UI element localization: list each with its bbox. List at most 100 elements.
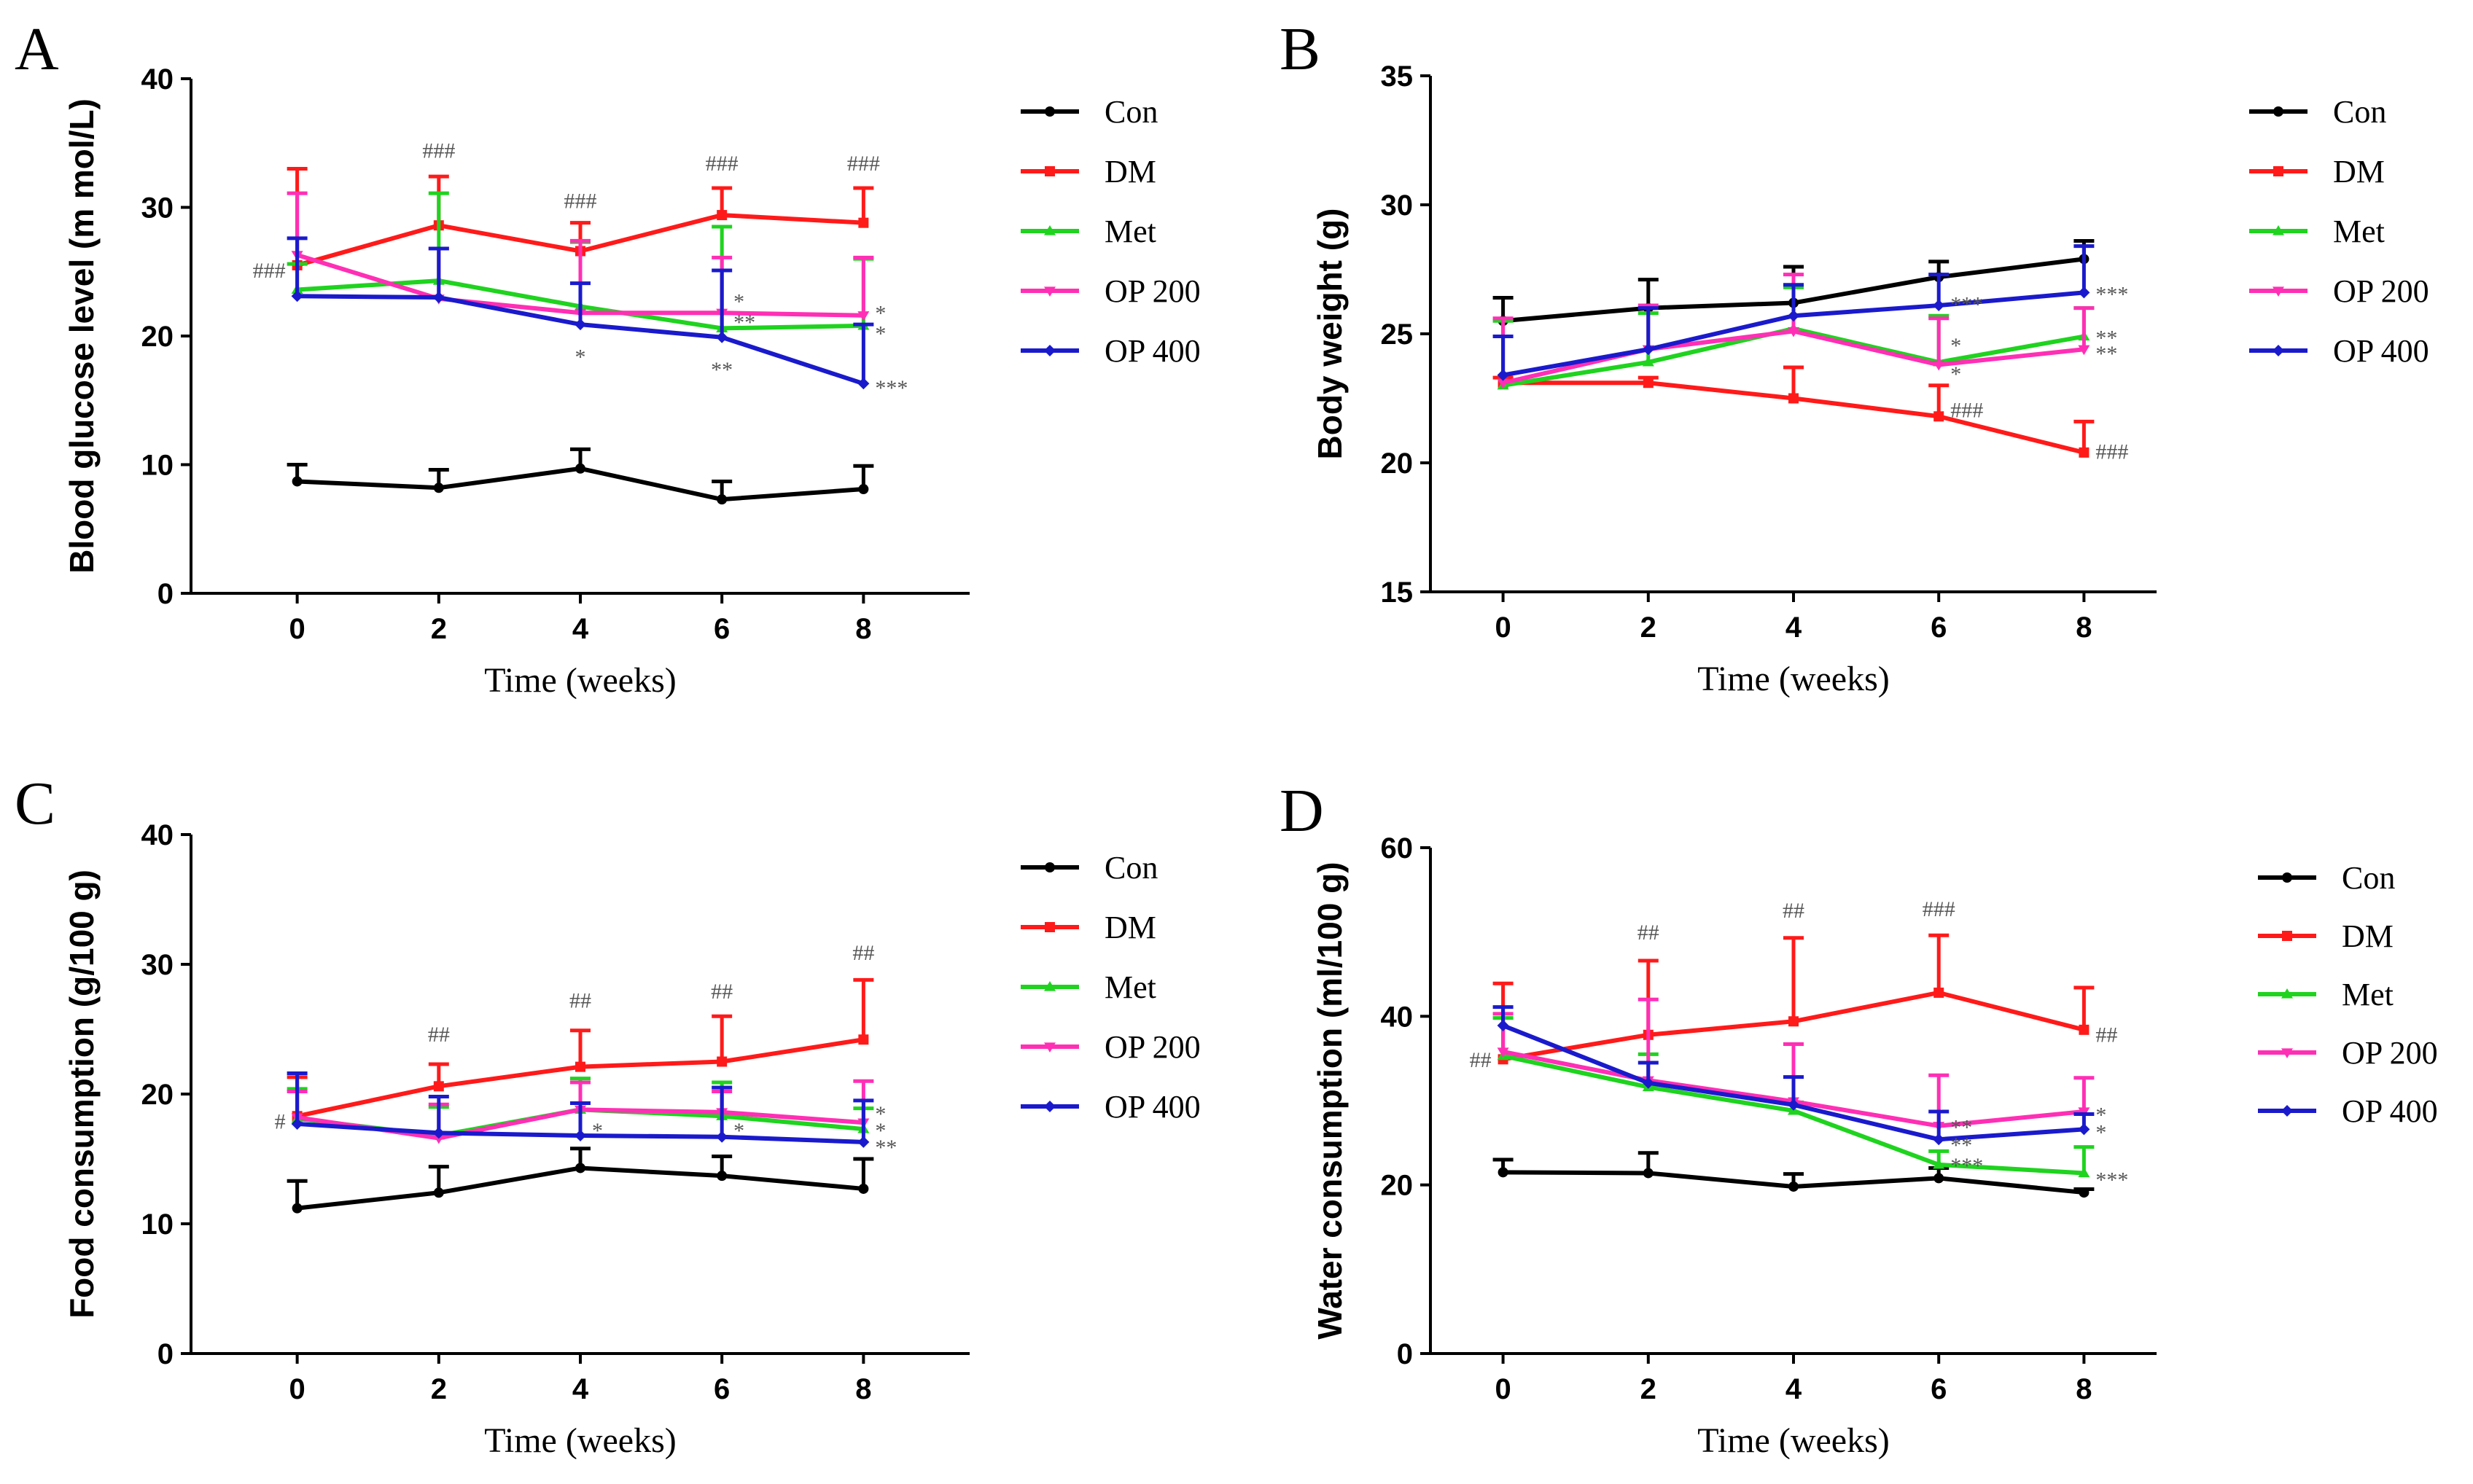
data-point [291,1117,303,1130]
x-tick-label: 0 [289,1373,305,1405]
legend-label: Con [2342,860,2395,896]
data-point [1933,360,1945,371]
data-point [1642,1077,1654,1089]
significance-annotation: ## [852,941,874,965]
panel-letter: C [15,770,55,837]
data-point [716,1130,728,1143]
significance-annotation: * [733,290,744,314]
data-point [432,292,445,304]
significance-annotation: * [575,345,586,369]
data-point [1933,1158,1945,1169]
legend-label: DM [1105,910,1156,945]
y-tick-label: 20 [141,1079,174,1111]
x-tick-label: 4 [572,613,589,645]
significance-annotation: * [875,1102,886,1126]
x-tick-label: 4 [1785,1373,1802,1405]
y-tick-label: 40 [141,819,174,851]
data-point [2079,1024,2090,1035]
significance-annotation: ** [1950,1116,1972,1140]
data-point [1788,310,1799,322]
x-tick-label: 0 [1495,612,1511,644]
significance-annotation: *** [2095,1168,2128,1192]
data-point [1498,1167,1508,1178]
data-point [291,290,303,302]
y-axis-label: Food consumption (g/100 g) [63,870,101,1319]
legend-label: OP 200 [1105,1029,1201,1065]
significance-annotation: ### [847,152,880,176]
data-point [575,1163,585,1173]
legend-label: DM [2342,918,2394,954]
data-point [717,1056,728,1067]
significance-annotation: ### [2095,440,2128,464]
data-point [1497,1020,1509,1032]
x-tick-label: 0 [289,613,305,645]
legend-label: OP 400 [1105,333,1201,369]
data-point [575,463,585,474]
significance-annotation: ## [569,989,591,1013]
y-tick-label: 40 [1381,1001,1414,1033]
legend-label: Met [2333,214,2385,249]
significance-annotation: ** [711,358,733,382]
data-point [1788,1181,1799,1192]
legend: Con DM Met OP 200 OP 400 [1021,850,1201,1125]
y-tick-label: 40 [141,63,174,95]
x-tick-label: 4 [1785,612,1802,644]
x-tick-label: 6 [714,1373,730,1405]
x-tick-label: 6 [714,613,730,645]
data-point [716,331,728,343]
data-point [717,210,728,221]
series-op-400 [1492,244,2095,381]
data-point [1933,300,1945,312]
significance-annotation: ## [1637,921,1659,945]
legend-marker [1044,981,1056,991]
significance-annotation: ** [1950,1133,1972,1157]
legend-label: DM [1105,154,1156,190]
x-tick-label: 6 [1931,612,1947,644]
data-point [858,1034,869,1045]
significance-annotation: ### [1950,399,1983,423]
legend-marker [2281,1048,2293,1058]
y-tick-label: 0 [157,1338,174,1370]
data-point [433,1081,444,1092]
significance-annotation: *** [1950,1154,1983,1178]
data-point [717,1171,728,1182]
legend-marker [1044,1101,1056,1112]
legend: Con DM Met OP 200 OP 400 [2249,94,2429,369]
data-point [1497,1047,1509,1058]
series-dm [1492,365,2095,458]
legend-marker [2281,1105,2293,1117]
legend-label: Con [1105,94,1158,130]
data-point [2078,1123,2090,1136]
significance-annotation: # [275,1110,286,1134]
legend-label: DM [2333,154,2385,190]
legend: Con DM Met OP 200 OP 400 [1021,94,1201,369]
y-axis-label: Blood glucose level (m mol/L) [63,98,101,574]
significance-annotation: ### [422,138,455,163]
x-tick-label: 0 [1495,1373,1511,1405]
data-point [858,484,869,495]
significance-annotation: * [2095,1121,2106,1145]
data-point [1788,1016,1799,1027]
x-tick-label: 8 [855,613,871,645]
significance-annotation: * [592,1119,603,1143]
y-tick-label: 0 [157,578,174,610]
significance-annotation: ** [2095,342,2117,366]
legend-marker [2273,166,2283,176]
y-tick-label: 10 [141,1208,174,1241]
series-op-400 [1492,1005,2095,1146]
significance-annotation: ### [564,189,597,213]
data-point [857,311,870,321]
x-axis-label: Time (weeks) [1697,660,1890,698]
significance-annotation: *** [2095,282,2128,306]
significance-annotation: * [875,1119,886,1143]
significance-annotation: ## [711,980,733,1004]
significance-annotation: ## [2095,1023,2117,1047]
significance-annotation: * [2095,1103,2106,1127]
data-point [432,1133,445,1144]
legend-marker [1045,922,1055,932]
y-tick-label: 15 [1381,577,1414,609]
significance-annotation: ** [733,311,755,335]
y-axis-label: Body weight (g) [1311,208,1349,460]
legend-label: OP 400 [2342,1093,2438,1129]
significance-annotation: ### [1923,897,1955,921]
